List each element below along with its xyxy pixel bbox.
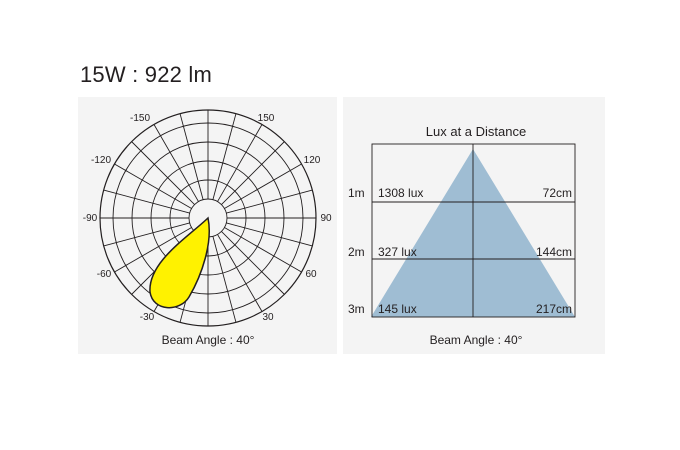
lux-grid bbox=[371, 143, 576, 318]
lux-distance-diagram: Lux at a Distance 1m 2m 3m 1308 lux 327 … bbox=[348, 124, 576, 347]
polar-spoke bbox=[226, 189, 313, 214]
polar-spoke bbox=[131, 141, 195, 205]
polar-spoke bbox=[224, 227, 302, 273]
polar-spoke bbox=[221, 141, 285, 205]
polar-spoke bbox=[224, 163, 302, 209]
angle-label: 120 bbox=[304, 155, 321, 166]
angle-label: -150 bbox=[130, 113, 150, 124]
lux-diagram-title: Lux at a Distance bbox=[426, 124, 526, 139]
polar-spoke bbox=[226, 222, 313, 247]
polar-spoke bbox=[103, 189, 190, 214]
angle-label: -90 bbox=[83, 213, 98, 224]
distance-label: 2m bbox=[348, 245, 365, 259]
angle-label: 60 bbox=[305, 269, 317, 280]
lux-distance-panel: Lux at a Distance 1m 2m 3m 1308 lux 327 … bbox=[343, 97, 605, 354]
distance-label: 3m bbox=[348, 302, 365, 316]
angle-label: 30 bbox=[262, 312, 274, 323]
polar-spoke bbox=[179, 113, 204, 200]
angle-label: 150 bbox=[258, 113, 275, 124]
page-title: 15W : 922 lm bbox=[80, 62, 213, 87]
angle-label: -30 bbox=[140, 312, 155, 323]
polar-spoke bbox=[114, 163, 192, 209]
polar-spoke bbox=[212, 113, 237, 200]
lux-value: 327 lux bbox=[378, 245, 417, 259]
beam-lobe bbox=[149, 216, 210, 309]
polar-beam-angle-caption: Beam Angle : 40° bbox=[162, 333, 255, 347]
lux-value: 145 lux bbox=[378, 302, 417, 316]
beam-diameter-value: 217cm bbox=[536, 302, 572, 316]
lux-beam-angle-caption: Beam Angle : 40° bbox=[430, 333, 523, 347]
polar-spoke bbox=[217, 124, 263, 202]
beam-diameter-value: 72cm bbox=[543, 186, 572, 200]
distance-label: 1m bbox=[348, 186, 365, 200]
polar-spoke bbox=[103, 222, 190, 247]
polar-spoke bbox=[212, 236, 237, 323]
polar-spoke bbox=[217, 234, 263, 312]
beam-diameter-value: 144cm bbox=[536, 245, 572, 259]
polar-spoke bbox=[153, 124, 199, 202]
angle-label: 90 bbox=[320, 213, 332, 224]
angle-label: -120 bbox=[91, 155, 111, 166]
polar-spoke bbox=[114, 227, 192, 273]
polar-diagram-panel: -150 150 -120 120 -90 90 -60 60 -30 30 B… bbox=[78, 97, 337, 354]
angle-label: -60 bbox=[97, 269, 112, 280]
polar-diagram: -150 150 -120 120 -90 90 -60 60 -30 30 B… bbox=[83, 109, 332, 347]
lux-grid-frame bbox=[371, 143, 576, 318]
lux-value: 1308 lux bbox=[378, 186, 423, 200]
polar-spoke bbox=[221, 231, 285, 295]
